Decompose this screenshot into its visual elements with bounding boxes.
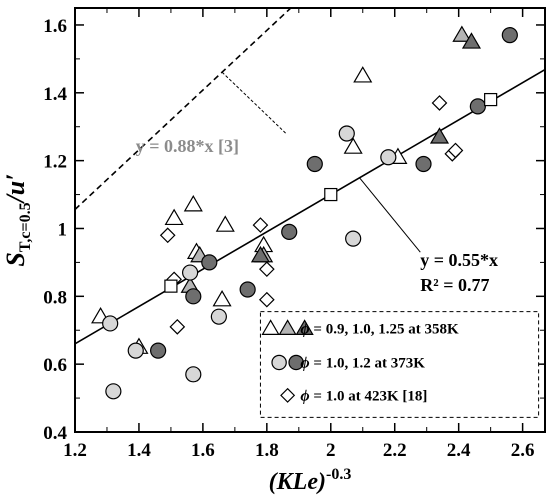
x-axis-title: (KLe)-0.3 (269, 466, 352, 495)
legend-circle-symbol (288, 354, 304, 371)
legend-triangle-symbol (261, 319, 280, 335)
fit-label: y = 0.55*x (420, 250, 498, 270)
x-tick-label: 2.6 (511, 440, 535, 461)
y-axis-title-tail: /u′ (1, 173, 30, 204)
circle-data-point (469, 98, 486, 115)
circle-data-point (380, 149, 397, 166)
x-tick-label: 2.2 (383, 440, 407, 461)
x-tick-label: 2 (326, 440, 336, 461)
x-tick-label: 1.6 (191, 440, 215, 461)
circle-data-point (501, 27, 518, 44)
square-data-point (164, 279, 178, 293)
legend-text: = 1.0, 1.2 at 373K (310, 355, 426, 371)
square-data-point (324, 187, 338, 202)
triangle-data-point (343, 137, 363, 154)
y-tick-label: 0.8 (43, 287, 67, 308)
circle-data-point (345, 230, 362, 247)
diamond-data-point (169, 318, 186, 335)
legend-label: ϕ = 0.9, 1.0, 1.25 at 358K (300, 321, 459, 338)
x-tick-label: 2.4 (447, 440, 471, 461)
legend-diamond-symbol (280, 387, 296, 403)
diamond-data-point (159, 227, 176, 244)
legend-phi: ϕ (300, 321, 309, 338)
circle-data-point (239, 281, 256, 298)
diamond-data-point (431, 95, 448, 111)
y-tick-label: 1.6 (43, 16, 67, 37)
circle-data-point (105, 383, 122, 400)
circle-data-point (210, 308, 227, 325)
triangle-data-point (452, 25, 472, 42)
y-axis-title: ST,c=0.5/u′ (1, 173, 34, 266)
x-tick-label: 1.8 (255, 440, 279, 461)
triangle-data-point (212, 290, 232, 307)
diamond-data-point (258, 261, 275, 278)
legend-text: = 0.9, 1.0, 1.25 at 358K (310, 322, 459, 338)
x-tick-label: 1.4 (127, 440, 151, 461)
triangle-data-point (461, 32, 482, 49)
legend-phi: ϕ (300, 354, 309, 371)
y-tick-label: 0.4 (43, 423, 67, 444)
annotations: y = 0.55*x R² = 0.77 y = 0.88*x [3] (136, 71, 498, 295)
legend-text: = 1.0 at 423K [18] (310, 388, 428, 404)
x-tick-label: 1.2 (63, 440, 87, 461)
x-axis-title-main: (KLe) (269, 469, 326, 495)
triangle-data-point (353, 66, 373, 83)
diamond-data-point (252, 217, 269, 233)
triangle-data-point (429, 127, 450, 144)
legend-entry: ϕ = 1.0, 1.2 at 373K (271, 354, 425, 371)
triangle-data-point (164, 208, 184, 226)
y-axis-title-sub: T,c=0.5 (17, 202, 34, 252)
y-tick-label: 1.4 (43, 84, 67, 105)
y-axis-title-main: S (1, 252, 30, 266)
fit-lines (75, 8, 545, 345)
circle-data-point (306, 155, 323, 173)
fit-line-solid (75, 68, 545, 345)
square-data-point (484, 92, 498, 107)
legend-label: ϕ = 1.0 at 423K [18] (300, 387, 427, 404)
dashed-fit-label-leader (221, 71, 287, 134)
circle-data-point (338, 125, 355, 142)
triangle-data-point (183, 195, 203, 212)
circle-data-point (415, 155, 432, 173)
circle-data-point (102, 315, 119, 332)
legend-phi: ϕ (300, 387, 309, 404)
y-tick-label: 1.2 (43, 152, 67, 173)
dashed-fit-label: y = 0.88*x [3] (136, 136, 239, 156)
circle-data-point (182, 264, 199, 281)
legend-entry: ϕ = 1.0 at 423K [18] (280, 387, 427, 404)
diamond-data-point (258, 291, 275, 308)
circle-data-point (150, 342, 167, 359)
circle-data-point (127, 342, 144, 359)
triangle-data-point (215, 215, 235, 232)
legend-entry: ϕ = 0.9, 1.0, 1.25 at 358K (261, 319, 459, 338)
plot-frame (74, 7, 546, 433)
legend-label: ϕ = 1.0, 1.2 at 373K (300, 354, 425, 371)
axes: 1.2 1.4 1.6 1.8 2 2.2 2.4 2.6 0.4 0.6 0.8 1 1.2 1.4 1.… (1, 7, 546, 495)
r-squared-label: R² = 0.77 (420, 275, 489, 295)
x-axis-title-sup: -0.3 (326, 466, 351, 483)
y-tick-label: 1 (58, 219, 68, 240)
circle-data-point (185, 366, 202, 383)
diamond-data-point (447, 142, 464, 159)
data-points (91, 25, 518, 400)
triangle-data-point (250, 245, 270, 263)
y-tick-label: 0.6 (43, 355, 67, 376)
circle-data-point (185, 288, 202, 305)
fit-label-leader (359, 177, 421, 253)
circle-data-point (281, 223, 298, 240)
legend-triangle-symbol (278, 319, 297, 335)
legend-circle-symbol (271, 354, 287, 371)
legend-triangle-symbol (295, 319, 314, 335)
circle-data-point (201, 254, 218, 271)
